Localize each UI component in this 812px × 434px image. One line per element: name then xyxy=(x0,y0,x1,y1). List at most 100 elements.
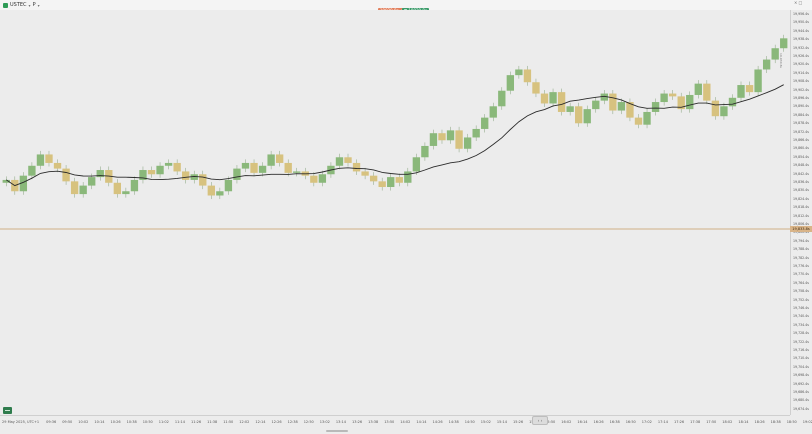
price-tick-label: 19,878.4s xyxy=(793,121,809,126)
candle-body xyxy=(762,59,771,70)
price-tick-label: 19,854.4s xyxy=(793,154,809,159)
candle-body xyxy=(352,162,361,172)
candle-body xyxy=(293,171,301,173)
price-tick-label: 19,740.4s xyxy=(793,314,809,319)
candle-body xyxy=(2,179,10,183)
price-tick-label: 19,722.4s xyxy=(793,339,809,344)
candle-body xyxy=(609,93,617,111)
symbol-square-icon xyxy=(3,2,8,8)
chevron-down-icon[interactable]: ▾ xyxy=(28,2,31,8)
time-tick-label: 10:38 xyxy=(126,420,137,424)
price-tick-label: 19,824.4s xyxy=(793,196,809,201)
horizontal-scrollbar[interactable] xyxy=(326,430,348,432)
time-tick-label: 17:50 xyxy=(706,420,717,424)
candle-body xyxy=(575,106,583,124)
candle-body xyxy=(19,175,28,192)
price-tick-label: 19,836.4s xyxy=(793,180,809,184)
time-tick-label: 12:38 xyxy=(287,420,298,424)
price-tick-label: 19,938.4s xyxy=(793,37,809,42)
price-tick-label: 19,728.4s xyxy=(793,331,809,336)
time-tick-label: 13:26 xyxy=(352,420,363,424)
candle-body xyxy=(694,83,702,95)
price-tick-label: 19,890.4s xyxy=(793,104,809,109)
candle-body xyxy=(771,48,779,60)
price-tick-label: 19,746.4s xyxy=(793,306,809,310)
time-tick-label: 16:50 xyxy=(625,420,636,424)
candle-body xyxy=(216,191,224,196)
candle-body xyxy=(515,69,523,76)
time-tick-label: 19:02 xyxy=(802,420,812,424)
price-axis[interactable]: 19,956.4s 19,950.4s 19,944.4s 19,938.4s 19,9… xyxy=(790,10,812,415)
candle-body xyxy=(241,162,250,169)
time-axis[interactable]: 29 May 2025, UTC+1 09:36 09:50 10:02 10:14 10… xyxy=(0,415,812,434)
time-tick-label: 11:02 xyxy=(158,420,169,424)
price-tick-label: 19,794.4s xyxy=(793,238,809,243)
time-tick-label: 14:50 xyxy=(464,420,475,424)
price-tick-label: 19,908.4s xyxy=(793,79,809,84)
time-tick-label: 29 May 2025, UTC+1 xyxy=(2,420,40,424)
time-tick-label: 09:36 xyxy=(46,420,57,424)
price-tick-label: 19,896.4s xyxy=(793,96,809,100)
time-tick-label: 12:02 xyxy=(239,420,250,424)
candle-body xyxy=(446,130,455,141)
price-chart[interactable] xyxy=(0,10,790,415)
candle-body xyxy=(532,82,540,94)
chart-nav-arrows[interactable]: ‹ › xyxy=(532,416,548,425)
price-tick-label: 19,788.4s xyxy=(793,247,809,252)
candle-body xyxy=(651,102,660,112)
candle-body xyxy=(566,106,574,112)
symbol-selector[interactable]: USTEC ▾ P ▾ xyxy=(3,1,40,9)
candle-body xyxy=(472,128,480,138)
candle-body xyxy=(113,182,122,195)
candle-body xyxy=(703,83,711,101)
price-tick-label: 19,776.4s xyxy=(793,264,809,268)
candle-body xyxy=(634,117,643,125)
candle-body xyxy=(728,97,737,107)
candle-body xyxy=(28,165,36,176)
price-tick-label: 19,770.4s xyxy=(793,272,809,277)
price-tick-label: 19,872.4s xyxy=(793,129,809,134)
candle-body xyxy=(421,145,429,158)
candle-body xyxy=(506,75,515,91)
price-tick-label: 19,710.4s xyxy=(793,356,809,361)
candle-body xyxy=(36,154,45,166)
time-tick-label: 18:14 xyxy=(738,420,749,424)
candle-body xyxy=(224,179,233,192)
candle-body xyxy=(780,38,788,49)
time-tick-label: 10:26 xyxy=(110,420,121,424)
price-tick-label: 19,758.4s xyxy=(793,289,809,294)
candle-body xyxy=(463,137,472,149)
candle-body xyxy=(258,165,267,173)
price-tick-label: 19,932.4s xyxy=(793,45,809,50)
candle-body xyxy=(429,133,438,146)
candle-body xyxy=(378,181,386,188)
candle-body xyxy=(182,171,190,180)
price-tick-label: 19,752.4s xyxy=(793,297,809,302)
candle-body xyxy=(130,179,139,192)
window-controls[interactable]: × □ xyxy=(794,0,803,5)
candle-body xyxy=(557,92,566,112)
chart-panel-icon[interactable] xyxy=(3,407,12,414)
candle-body xyxy=(267,154,275,166)
price-tick-label: 19,926.4s xyxy=(793,54,809,58)
price-tick-label: 19,692.4s xyxy=(793,381,809,386)
candle-body xyxy=(549,92,557,104)
time-tick-label: 17:02 xyxy=(641,420,652,424)
period-badge[interactable]: P xyxy=(32,2,36,8)
candle-body xyxy=(643,111,651,125)
time-tick-label: 10:02 xyxy=(78,420,89,424)
time-tick-label: 12:26 xyxy=(271,420,282,424)
candle-body xyxy=(190,174,198,180)
candle-body xyxy=(498,90,506,107)
candle-body xyxy=(147,170,156,175)
candle-body xyxy=(275,154,284,163)
time-tick-label: 13:14 xyxy=(335,420,346,424)
time-tick-label: 12:50 xyxy=(303,420,314,424)
candle-body xyxy=(592,100,600,110)
time-tick-label: 10:50 xyxy=(142,420,153,424)
time-tick-label: 13:38 xyxy=(368,420,379,424)
period-chevron-icon[interactable]: ▾ xyxy=(37,2,40,8)
candle-body xyxy=(600,93,608,101)
price-tick-label: 19,734.4s xyxy=(793,322,809,327)
candle-body xyxy=(199,174,207,186)
